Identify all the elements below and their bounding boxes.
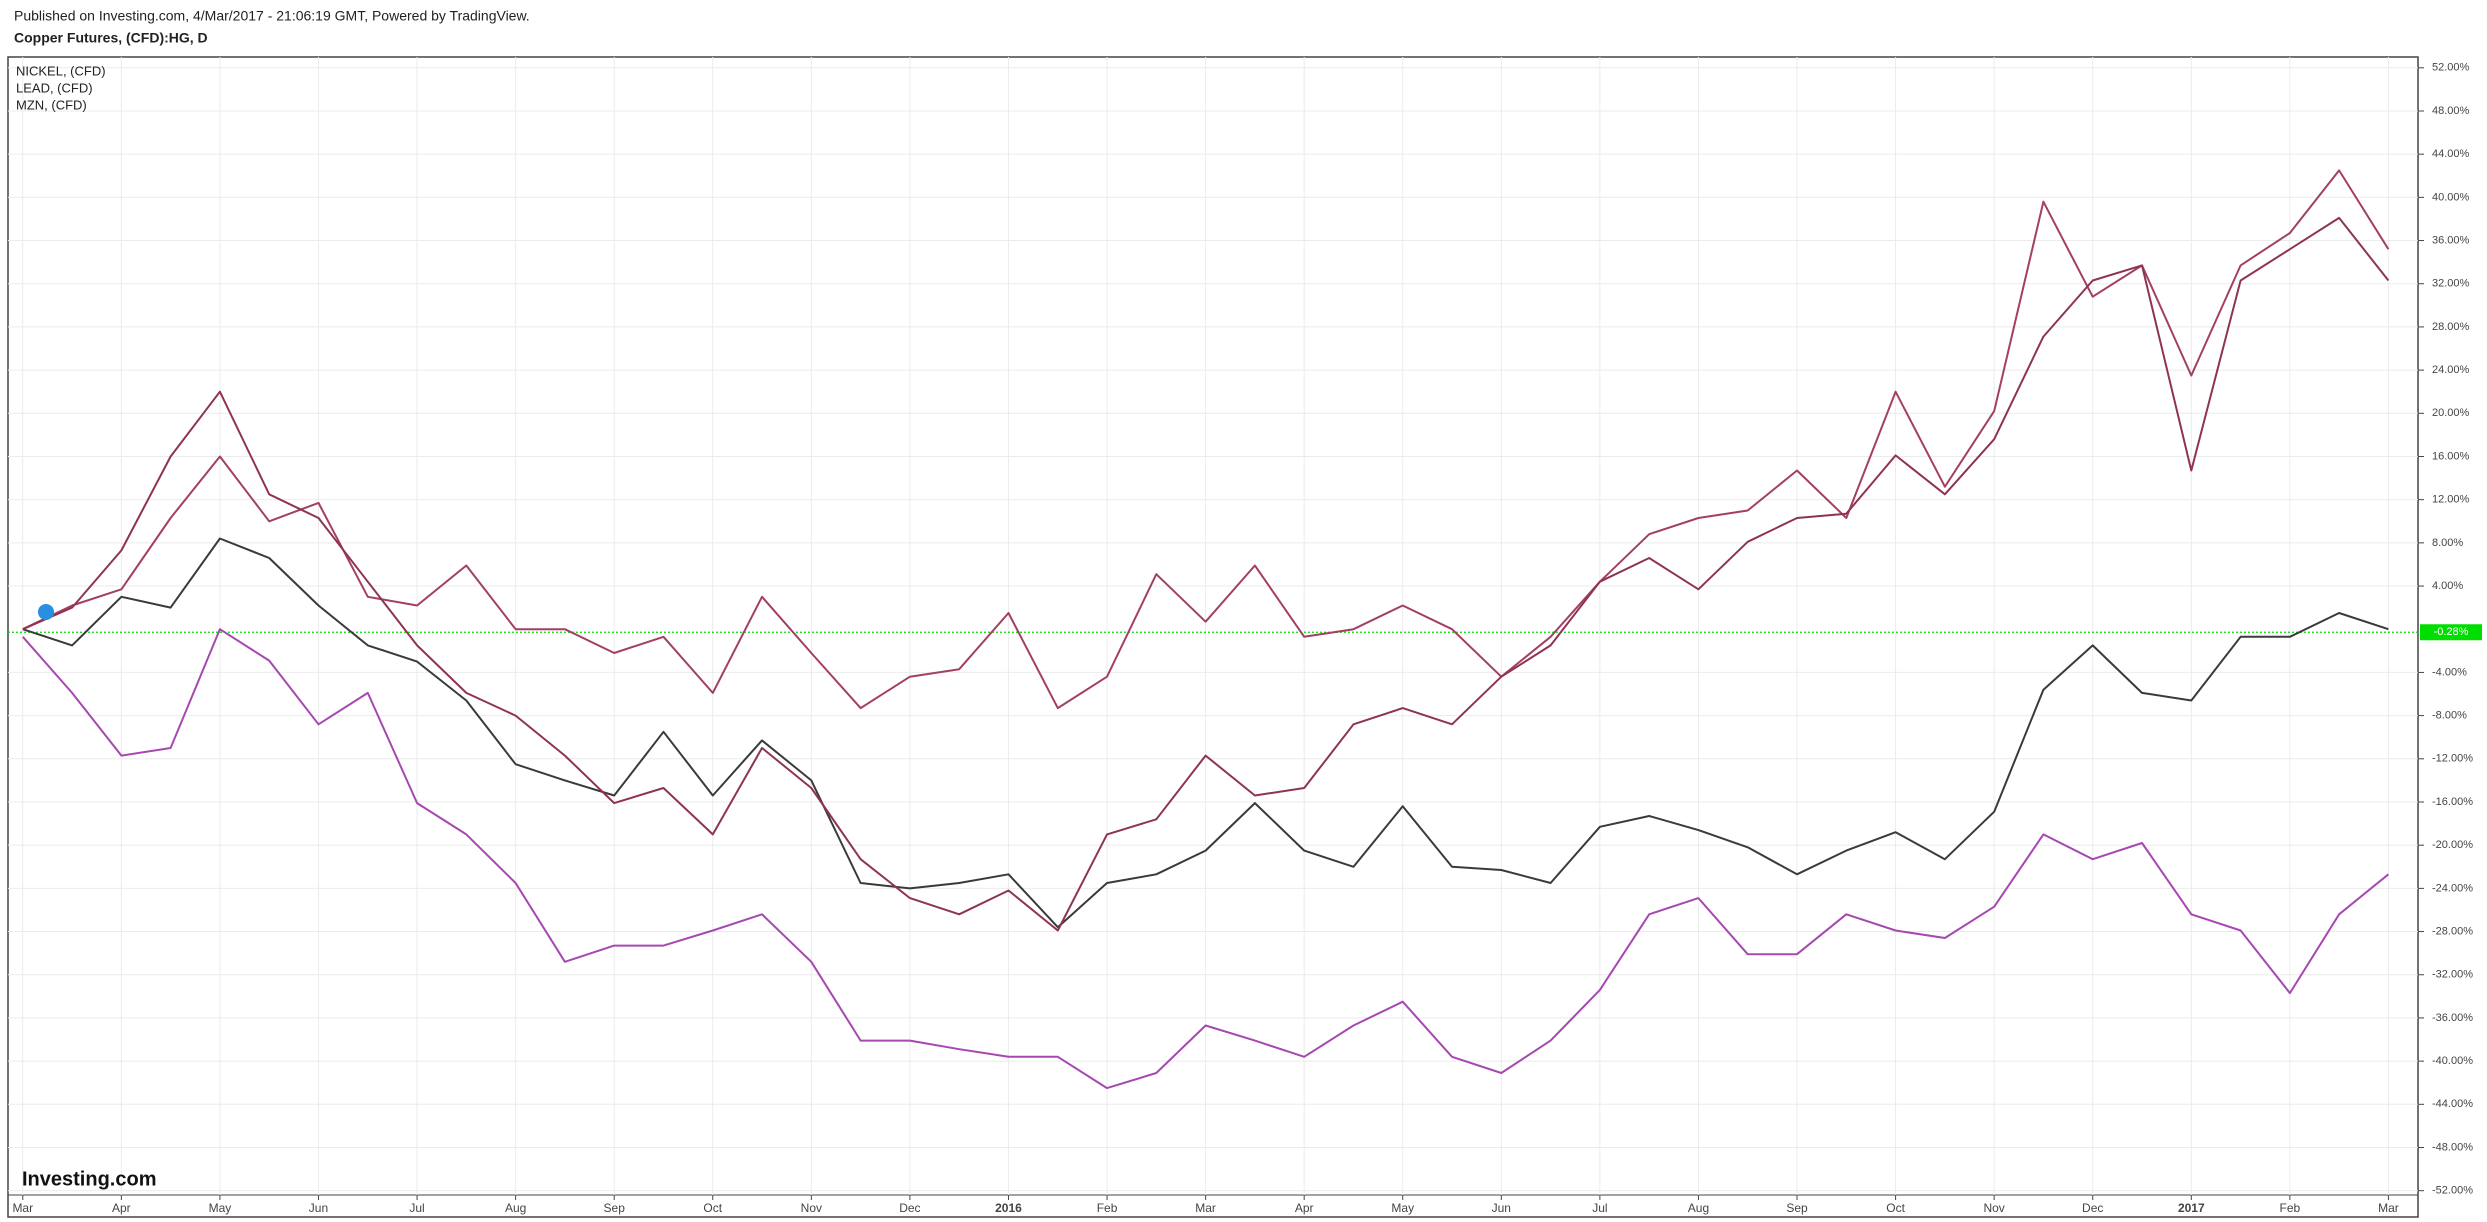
x-tick-label: Oct xyxy=(1886,1201,1905,1215)
y-tick-label: 40.00% xyxy=(2432,191,2470,203)
x-tick-label: Apr xyxy=(112,1201,131,1215)
x-tick-label: Sep xyxy=(604,1201,626,1215)
y-tick-label: -20.00% xyxy=(2432,839,2473,851)
y-tick-label: 44.00% xyxy=(2432,148,2470,160)
x-tick-label: Mar xyxy=(12,1201,33,1215)
y-tick-label: 28.00% xyxy=(2432,321,2470,333)
y-tick-label: -36.00% xyxy=(2432,1012,2473,1024)
legend-entry: LEAD, (CFD) xyxy=(16,80,93,95)
logo: Investing.com xyxy=(22,1168,156,1190)
y-tick-label: 24.00% xyxy=(2432,364,2470,376)
y-tick-label: -44.00% xyxy=(2432,1098,2473,1110)
y-tick-label: 32.00% xyxy=(2432,278,2470,290)
x-tick-label: Dec xyxy=(2082,1201,2103,1215)
x-tick-label: Mar xyxy=(2378,1201,2399,1215)
y-tick-label: -12.00% xyxy=(2432,753,2473,765)
series-line xyxy=(22,169,2390,710)
y-tick-label: -48.00% xyxy=(2432,1141,2473,1153)
y-tick-label: -32.00% xyxy=(2432,969,2473,981)
x-tick-label: 2017 xyxy=(2178,1201,2205,1215)
y-tick-label: 12.00% xyxy=(2432,494,2470,506)
marker-icon xyxy=(38,603,54,620)
x-tick-label: Nov xyxy=(801,1201,822,1215)
last-value-box xyxy=(2420,624,2482,641)
x-tick-label: Feb xyxy=(2280,1201,2301,1215)
y-tick-label: -52.00% xyxy=(2432,1185,2473,1197)
plot-frame xyxy=(7,56,2419,1218)
legend-entry: NICKEL, (CFD) xyxy=(16,63,106,78)
x-tick-label: Apr xyxy=(1295,1201,1314,1215)
x-tick-label: Aug xyxy=(505,1201,526,1215)
y-tick-label: 36.00% xyxy=(2432,234,2470,246)
x-tick-label: May xyxy=(209,1201,232,1215)
x-tick-label: Nov xyxy=(1983,1201,2004,1215)
y-tick-label: -4.00% xyxy=(2432,666,2467,678)
y-tick-label: 48.00% xyxy=(2432,105,2470,117)
x-tick-label: Jul xyxy=(1592,1201,1607,1215)
series-line xyxy=(22,537,2389,929)
series-line xyxy=(22,216,2390,932)
published-note: Published on Investing.com, 4/Mar/2017 -… xyxy=(14,8,530,24)
y-tick-label: -24.00% xyxy=(2432,882,2473,894)
x-tick-label: Oct xyxy=(703,1201,722,1215)
series-line xyxy=(22,628,2390,1090)
y-tick-label: 16.00% xyxy=(2432,450,2470,462)
y-tick-label: 52.00% xyxy=(2432,62,2470,74)
x-tick-label: May xyxy=(1391,1201,1414,1215)
y-tick-label: -28.00% xyxy=(2432,925,2473,937)
x-tick-label: Jun xyxy=(309,1201,328,1215)
x-tick-label: 2016 xyxy=(995,1201,1022,1215)
y-tick-label: 8.00% xyxy=(2432,537,2463,549)
y-tick-label: -40.00% xyxy=(2432,1055,2473,1067)
x-tick-label: Sep xyxy=(1786,1201,1808,1215)
y-tick-label: 20.00% xyxy=(2432,407,2470,419)
chart-title: Copper Futures, (CFD):HG, D xyxy=(14,30,208,46)
x-tick-label: Feb xyxy=(1097,1201,1118,1215)
y-tick-label: -16.00% xyxy=(2432,796,2473,808)
y-tick-label: -8.00% xyxy=(2432,710,2467,722)
last-value-label: -0.28% xyxy=(2434,626,2469,638)
x-tick-label: Jul xyxy=(409,1201,424,1215)
y-tick-label: 4.00% xyxy=(2432,580,2463,592)
x-tick-label: Dec xyxy=(899,1201,920,1215)
x-tick-label: Mar xyxy=(1195,1201,1216,1215)
legend-entry: MZN, (CFD) xyxy=(16,97,87,112)
x-tick-label: Jun xyxy=(1492,1201,1511,1215)
x-tick-label: Aug xyxy=(1688,1201,1709,1215)
